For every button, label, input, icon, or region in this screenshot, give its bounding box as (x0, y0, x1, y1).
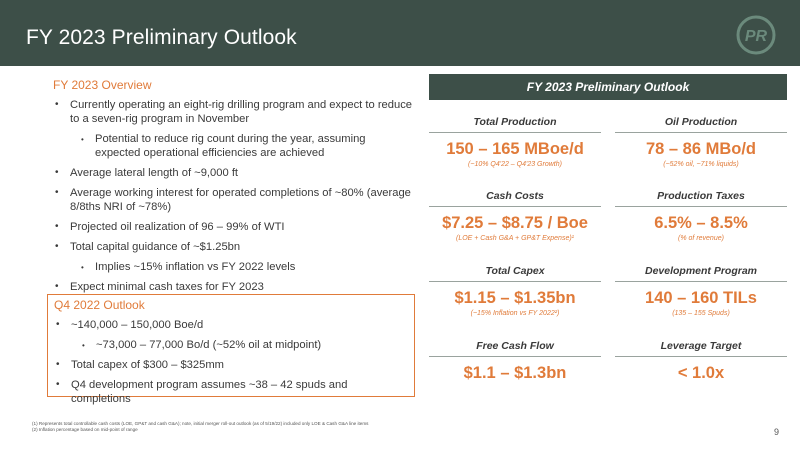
bullet-item: ~140,000 – 150,000 Boe/d (54, 318, 410, 332)
outlook-cell: Cash Costs $7.25 – $8.75 / Boe (LOE + Cash… (429, 190, 601, 242)
outlook-cell-value: 140 – 160 TILs (645, 289, 757, 307)
outlook-cell: Production Taxes 6.5% – 8.5% (% of revenue… (615, 190, 787, 242)
footnote: (2) Inflation percentage based on mid-po… (32, 427, 138, 432)
outlook-cell-note: (% of revenue) (678, 235, 724, 242)
q4-outlook-box: Q4 2022 Outlook ~140,000 – 150,000 Boe/d… (47, 294, 415, 405)
q4-list: ~140,000 – 150,000 Boe/d ~73,000 – 77,000… (54, 318, 410, 406)
bullet-item: Projected oil realization of 96 – 99% of… (53, 220, 413, 234)
bullet-item: Average working interest for operated co… (53, 186, 413, 214)
q4-heading: Q4 2022 Outlook (54, 298, 145, 312)
outlook-cell: Total Production 150 – 165 MBoe/d (~10% Q4… (429, 116, 601, 168)
outlook-cell-note: (135 – 155 Spuds) (672, 310, 730, 317)
bullet-item: Total capex of $300 – $325mm (54, 358, 410, 372)
bullet-item: Total capital guidance of ~$1.25bn (53, 240, 413, 254)
overview-heading: FY 2023 Overview (53, 78, 152, 92)
outlook-cell-label: Oil Production (615, 116, 787, 133)
outlook-cell-value: $1.15 – $1.35bn (454, 289, 576, 307)
sub-bullet-item: Potential to reduce rig count during the… (53, 132, 413, 160)
outlook-cell-note: (~15% Inflation vs FY 2022²) (470, 310, 560, 317)
outlook-cell-label: Production Taxes (615, 190, 787, 207)
outlook-cell-label: Leverage Target (615, 340, 787, 357)
outlook-cell-label: Total Capex (429, 265, 601, 282)
footnotes: (1) Represents total controllable cash c… (32, 421, 368, 433)
outlook-cell-label: Cash Costs (429, 190, 601, 207)
outlook-heading: FY 2023 Preliminary Outlook (429, 74, 787, 100)
outlook-cell-note: (~52% oil, ~71% liquids) (663, 161, 739, 168)
outlook-cell-value: 6.5% – 8.5% (654, 214, 748, 232)
sub-bullet-item: ~73,000 – 77,000 Bo/d (~52% oil at midpo… (54, 338, 410, 353)
outlook-cell-label: Development Program (615, 265, 787, 282)
outlook-cell: Free Cash Flow $1.1 – $1.3bn (429, 340, 601, 383)
page-number: 9 (774, 427, 780, 437)
outlook-cell: Development Program 140 – 160 TILs (135 – … (615, 265, 787, 317)
outlook-cell-label: Free Cash Flow (429, 340, 601, 357)
outlook-cell: Leverage Target < 1.0x (615, 340, 787, 383)
bullet-item: Expect minimal cash taxes for FY 2023 (53, 280, 413, 294)
outlook-cell-note: (LOE + Cash G&A + GP&T Expense)¹ (455, 235, 574, 242)
outlook-cell-value: $1.1 – $1.3bn (463, 364, 567, 382)
bullet-item: Average lateral length of ~9,000 ft (53, 166, 413, 180)
outlook-cell-label: Total Production (429, 116, 601, 133)
sub-bullet-item: Implies ~15% inflation vs FY 2022 levels (53, 260, 413, 275)
outlook-cell: Oil Production 78 – 86 MBo/d (~52% oil, ~7… (615, 116, 787, 168)
outlook-cell-value: 150 – 165 MBoe/d (446, 140, 584, 158)
outlook-cell-value: 78 – 86 MBo/d (645, 140, 757, 158)
slide-title: FY 2023 Preliminary Outlook (26, 26, 297, 49)
bullet-item: Q4 development program assumes ~38 – 42 … (54, 378, 410, 406)
outlook-panel: FY 2023 Preliminary Outlook Total Produc… (429, 74, 787, 382)
outlook-cell-note: (~10% Q4'22 – Q4'23 Growth) (468, 161, 562, 168)
slide-header: FY 2023 Preliminary Outlook PR (0, 0, 800, 66)
outlook-cell-value: $7.25 – $8.75 / Boe (442, 214, 588, 232)
overview-list: Currently operating an eight-rig drillin… (53, 98, 413, 294)
footnote: (1) Represents total controllable cash c… (32, 421, 369, 426)
logo-text: PR (745, 28, 768, 45)
overview-panel: FY 2023 Overview Currently operating an … (53, 78, 413, 300)
outlook-cell-value: < 1.0x (677, 364, 725, 382)
company-logo-icon: PR (736, 15, 776, 55)
outlook-cell: Total Capex $1.15 – $1.35bn (~15% Inflatio… (429, 265, 601, 317)
bullet-item: Currently operating an eight-rig drillin… (53, 98, 413, 126)
